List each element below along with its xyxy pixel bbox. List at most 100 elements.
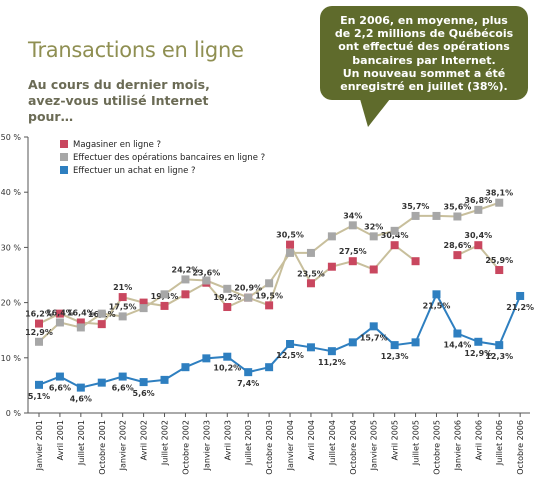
x-tick-label: Juillet 2004	[328, 420, 337, 466]
data-point	[327, 347, 336, 356]
data-label: 32%	[364, 222, 383, 231]
x-tick-label: Octobre 2003	[265, 420, 274, 475]
data-point	[369, 265, 378, 274]
data-point	[244, 293, 253, 302]
x-tick-label: Octobre 2004	[349, 420, 358, 475]
data-point	[327, 232, 336, 241]
data-label: 19,5%	[255, 291, 283, 300]
data-label: 5,1%	[28, 392, 50, 401]
data-point	[55, 309, 64, 318]
data-point	[97, 309, 106, 318]
data-label: 35,7%	[402, 202, 430, 211]
callout-tail	[360, 99, 390, 127]
y-tick-label: 40 %	[1, 188, 22, 197]
y-tick-label: 50 %	[1, 133, 22, 142]
data-point	[286, 340, 295, 348]
legend-swatch	[60, 153, 68, 161]
data-point	[432, 290, 441, 299]
data-label: 16,4%	[67, 308, 95, 317]
x-tick-label: Avril 2002	[140, 420, 149, 460]
data-point	[265, 301, 274, 310]
data-label: 17,5%	[109, 302, 137, 311]
data-label: 25,9%	[485, 256, 513, 265]
data-point	[369, 232, 378, 241]
callout-line: de 2,2 millions de Québécois	[334, 27, 514, 41]
data-point	[495, 341, 504, 350]
y-tick-label: 20 %	[1, 299, 22, 308]
data-label: 11,2%	[318, 358, 346, 367]
x-tick-label: Janvier 2006	[453, 420, 462, 471]
data-point	[327, 262, 336, 271]
data-point	[118, 312, 127, 321]
x-tick-label: Juillet 2002	[161, 420, 170, 466]
data-label: 7,4%	[237, 379, 259, 388]
data-label: 6,6%	[49, 384, 71, 393]
data-point	[223, 284, 232, 293]
data-point	[474, 241, 483, 250]
legend-label: Magasiner en ligne ?	[73, 140, 161, 150]
data-point	[286, 240, 295, 249]
data-label: 27,5%	[339, 247, 367, 256]
x-tick-label: Octobre 2005	[432, 420, 441, 475]
data-label: 10,2%	[213, 364, 241, 373]
data-point	[118, 372, 127, 381]
data-label: 15,7%	[360, 333, 388, 342]
x-tick-label: Janvier 2005	[370, 420, 379, 471]
data-label: 14,4%	[444, 341, 472, 350]
data-point	[181, 290, 190, 299]
x-tick-label: Juillet 2003	[244, 420, 253, 466]
data-point	[432, 211, 441, 220]
legend-swatch	[60, 166, 68, 174]
x-tick-label: Octobre 2002	[181, 420, 190, 475]
data-label: 23,6%	[192, 269, 220, 278]
data-point	[202, 354, 211, 363]
data-label: 12,5%	[276, 351, 304, 360]
data-point	[411, 211, 420, 220]
x-tick-label: Janvier 2004	[286, 420, 295, 471]
data-point	[474, 337, 483, 346]
series-line	[38, 201, 500, 343]
data-point	[160, 375, 169, 384]
data-point	[390, 241, 399, 250]
data-point	[390, 341, 399, 350]
callout-line: enregistré en juillet (38%).	[340, 80, 508, 94]
data-point	[55, 372, 64, 381]
data-point	[306, 248, 315, 257]
data-point	[516, 291, 525, 300]
data-point	[97, 320, 106, 329]
data-point	[97, 378, 106, 387]
x-tick-label: Juillet 2005	[412, 420, 421, 466]
x-tick-label: Avril 2005	[391, 420, 400, 460]
data-label: 12,3%	[381, 352, 409, 361]
x-tick-label: Juillet 2001	[77, 420, 86, 466]
x-tick-label: Janvier 2001	[35, 420, 44, 471]
data-point	[76, 323, 85, 332]
data-point	[35, 319, 43, 328]
data-point	[411, 257, 420, 266]
data-label: 5,6%	[133, 389, 155, 398]
legend-label: Effectuer un achat en ligne ?	[73, 166, 196, 176]
data-label: 35,6%	[444, 202, 472, 211]
x-tick-label: Octobre 2006	[516, 420, 525, 475]
data-label: 36,8%	[464, 196, 492, 205]
x-tick-label: Janvier 2003	[202, 420, 211, 471]
data-point	[369, 322, 378, 331]
callout-line: bancaires par Internet.	[352, 53, 496, 67]
x-tick-label: Janvier 2002	[119, 420, 128, 471]
chart-title: Transactions en ligne	[28, 38, 244, 62]
x-tick-label: Avril 2003	[223, 420, 232, 460]
data-point	[223, 303, 232, 312]
x-tick-label: Avril 2001	[56, 420, 65, 460]
data-point	[139, 304, 148, 313]
data-point	[55, 318, 64, 327]
legend-swatch	[60, 140, 68, 148]
chart-subtitle: Au cours du dernier mois, avez-vous util…	[28, 77, 210, 124]
x-tick-label: Juillet 2006	[495, 420, 504, 466]
x-tick-label: Octobre 2001	[98, 420, 107, 475]
data-point	[306, 343, 315, 352]
data-point	[286, 248, 295, 257]
x-tick-label: Avril 2004	[307, 420, 316, 460]
data-point	[306, 279, 315, 288]
